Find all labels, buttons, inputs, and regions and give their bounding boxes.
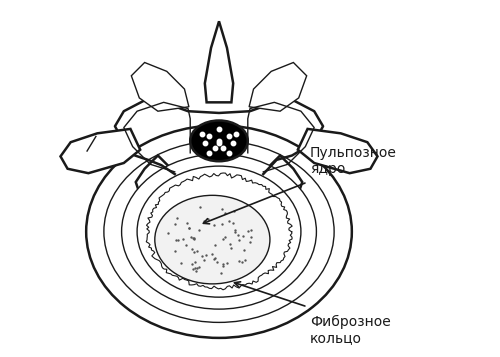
Polygon shape: [298, 129, 378, 173]
Polygon shape: [205, 21, 233, 102]
Ellipse shape: [86, 125, 352, 338]
Ellipse shape: [104, 141, 334, 322]
Ellipse shape: [155, 195, 270, 284]
Polygon shape: [136, 156, 175, 204]
Polygon shape: [60, 129, 140, 173]
Polygon shape: [132, 62, 189, 111]
Polygon shape: [262, 156, 302, 204]
Ellipse shape: [137, 166, 301, 297]
Ellipse shape: [190, 121, 248, 161]
Text: Пульпозное
ядро: Пульпозное ядро: [310, 146, 396, 176]
Text: Фиброзное
кольцо: Фиброзное кольцо: [310, 315, 390, 345]
Polygon shape: [249, 62, 306, 111]
Ellipse shape: [122, 154, 316, 309]
